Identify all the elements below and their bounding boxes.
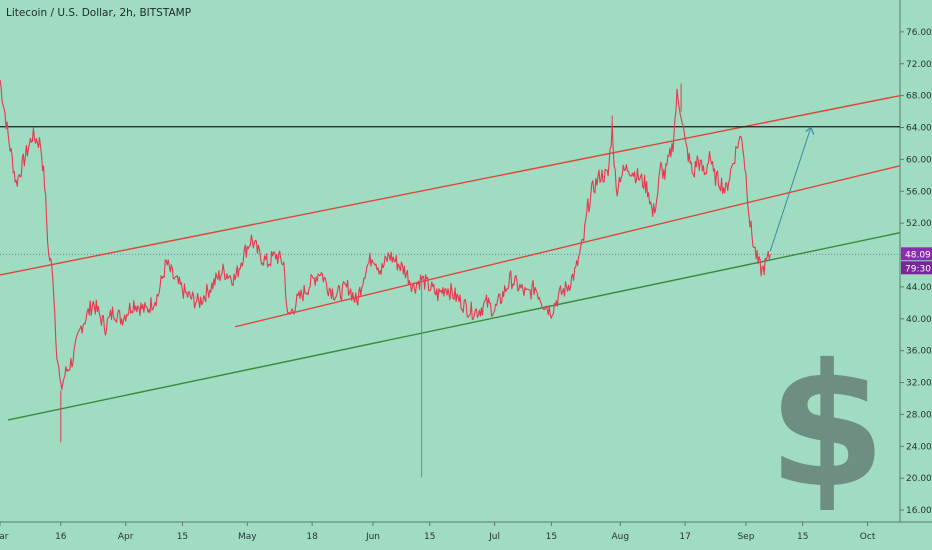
y-tick-label: 60.00 <box>906 155 932 165</box>
y-tick-label: 52.00 <box>906 219 932 229</box>
last-price-label: 48.09 <box>905 250 931 260</box>
price-series[interactable] <box>0 79 771 391</box>
x-tick-label: 15 <box>546 532 557 542</box>
y-tick-label: 20.00 <box>906 474 932 484</box>
projection-arrow-line[interactable] <box>769 127 812 252</box>
x-tick-label: 17 <box>679 532 690 542</box>
x-tick-label: Oct <box>860 532 876 542</box>
x-tick-label: May <box>238 532 257 542</box>
y-tick-label: 76.00 <box>906 28 932 38</box>
y-tick-label: 40.00 <box>906 315 932 325</box>
chart-title: Litecoin / U.S. Dollar, 2h, BITSTAMP <box>6 7 192 19</box>
y-tick-label: 72.00 <box>906 60 932 70</box>
y-tick-label: 32.00 <box>906 379 932 389</box>
x-tick-label: Aug <box>611 532 629 542</box>
dollar-sign-icon: $ <box>768 328 886 526</box>
x-tick-label: 16 <box>55 532 67 542</box>
x-tick-label: Mar <box>0 532 9 542</box>
y-tick-label: 24.00 <box>906 442 932 452</box>
x-tick-label: 15 <box>797 532 808 542</box>
y-tick-label: 36.00 <box>906 347 932 357</box>
y-tick-label: 64.00 <box>906 124 932 134</box>
y-tick-label: 68.00 <box>906 92 932 102</box>
countdown-label: 79:30 <box>905 264 931 274</box>
x-tick-label: Jun <box>365 532 380 542</box>
arrow-head-icon <box>805 126 815 135</box>
upper-channel-line[interactable] <box>0 94 901 276</box>
x-tick-label: Jul <box>488 532 500 542</box>
y-tick-label: 28.00 <box>906 410 932 420</box>
x-tick-label: 15 <box>424 532 435 542</box>
price-axis[interactable] <box>900 0 932 550</box>
last-price-badge <box>901 247 932 261</box>
lower-channel-line[interactable] <box>7 232 901 421</box>
x-tick-label: Apr <box>118 532 134 542</box>
y-tick-label: 16.00 <box>906 506 932 516</box>
x-tick-label: 18 <box>306 532 318 542</box>
countdown-badge <box>901 261 932 275</box>
x-tick-label: 15 <box>177 532 188 542</box>
y-tick-label: 44.00 <box>906 283 932 293</box>
y-tick-label: 56.00 <box>906 187 932 197</box>
x-tick-label: Sep <box>737 532 754 542</box>
